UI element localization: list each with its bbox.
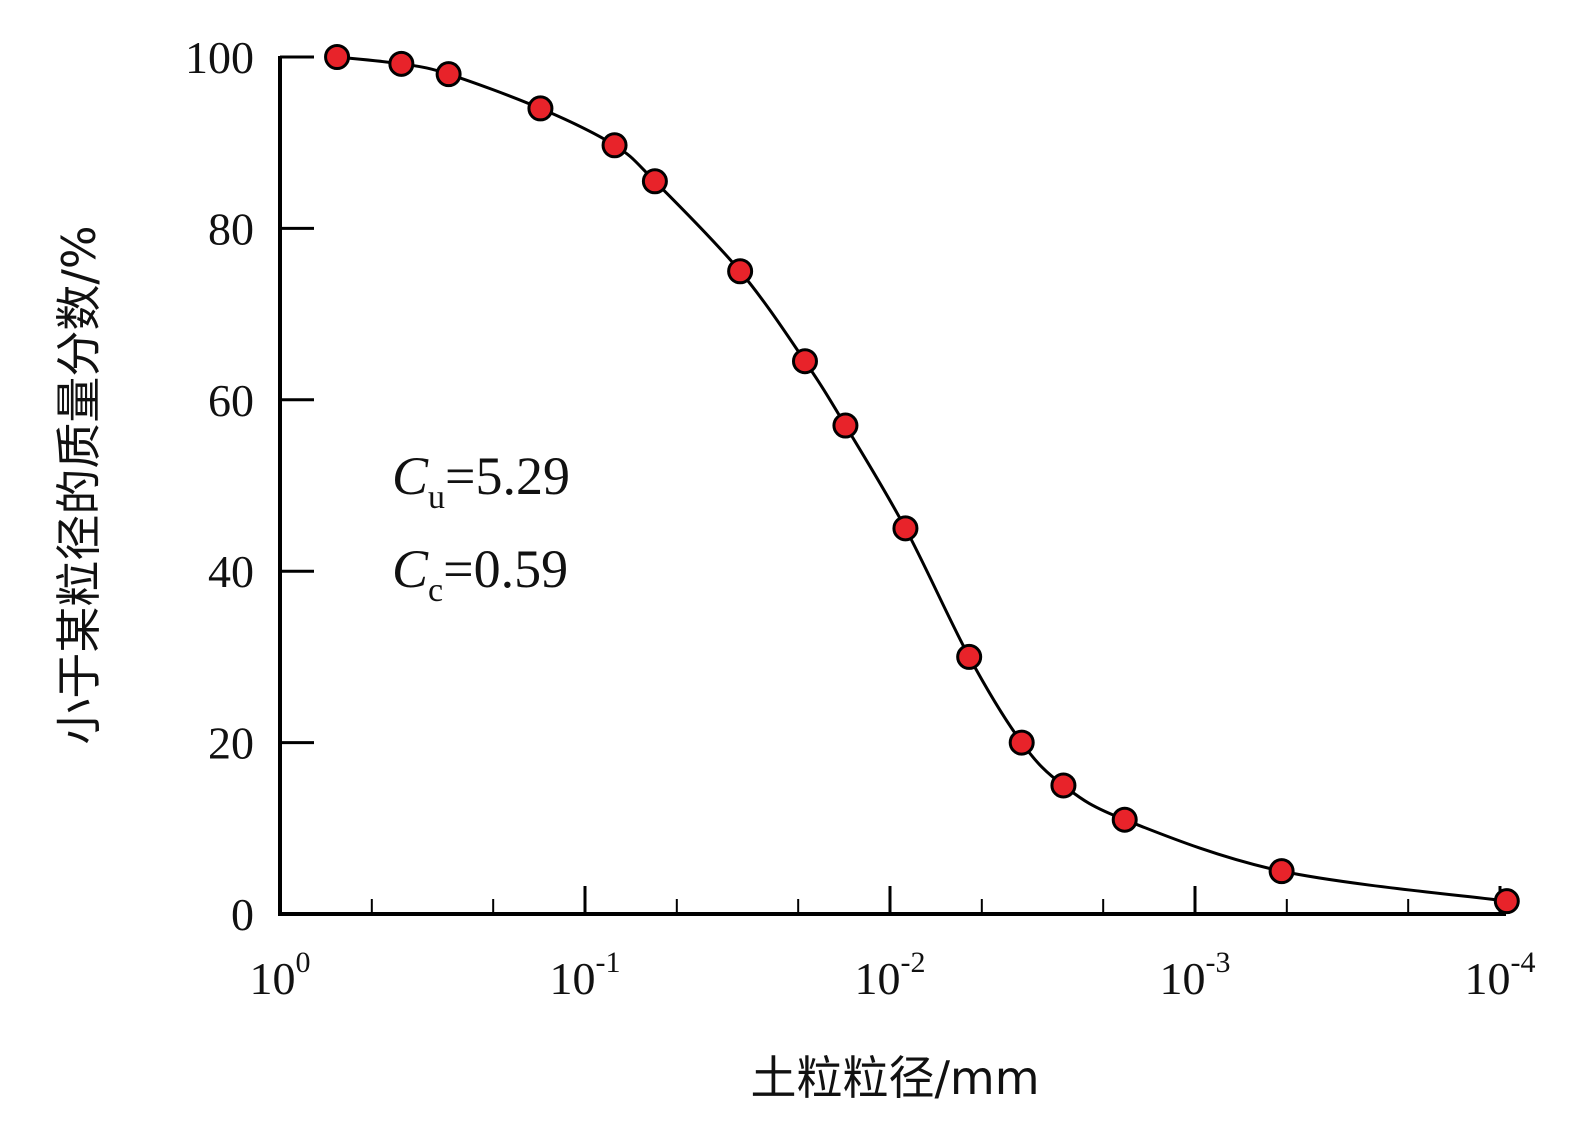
data-point bbox=[527, 95, 554, 122]
data-point bbox=[791, 348, 818, 375]
annotation-cc-subscript: c bbox=[428, 572, 443, 609]
x-tick-label: 10-1 bbox=[550, 946, 621, 1004]
annotation-cu-symbol: C bbox=[392, 446, 429, 506]
data-point bbox=[1268, 858, 1295, 885]
x-tick-label: 10-3 bbox=[1160, 946, 1231, 1004]
data-point bbox=[641, 168, 668, 195]
annotation-cu-value: =5.29 bbox=[445, 446, 570, 506]
y-tick-label: 20 bbox=[208, 718, 254, 769]
data-point bbox=[832, 412, 859, 439]
data-point bbox=[956, 643, 983, 670]
annotation-cc-symbol: C bbox=[392, 539, 429, 599]
y-axis-label: 小于某粒径的质量分数/% bbox=[52, 225, 106, 744]
annotation-cc-value: =0.59 bbox=[443, 539, 568, 599]
svg-text:Cc=0.59: Cc=0.59 bbox=[392, 539, 568, 609]
tick-labels: 0 20 40 60 80 100 100 10-1 10-2 10-3 10-4 bbox=[185, 32, 1536, 1004]
x-tick-label: 10-2 bbox=[855, 946, 926, 1004]
data-point bbox=[1008, 729, 1035, 756]
y-tick-label: 40 bbox=[208, 546, 254, 597]
data-point bbox=[388, 50, 415, 77]
x-tick-label: 10-4 bbox=[1465, 946, 1536, 1004]
data-points bbox=[324, 44, 1520, 915]
y-tick-label: 100 bbox=[185, 32, 254, 83]
data-point bbox=[892, 515, 919, 542]
data-point bbox=[727, 258, 754, 285]
svg-text:Cu=5.29: Cu=5.29 bbox=[392, 446, 570, 516]
axes bbox=[278, 56, 1506, 916]
x-axis-label: 土粒粒径/mm bbox=[750, 1051, 1039, 1105]
y-tick-label: 60 bbox=[208, 375, 254, 426]
annotation-cc: Cc=0.59 bbox=[392, 539, 568, 609]
data-point bbox=[1050, 772, 1077, 799]
data-point bbox=[1493, 888, 1520, 915]
annotation-cu-subscript: u bbox=[428, 479, 445, 516]
y-tick-label: 80 bbox=[208, 203, 254, 254]
data-point bbox=[601, 132, 628, 159]
data-point bbox=[435, 61, 462, 88]
data-point bbox=[324, 44, 351, 70]
annotation-cu: Cu=5.29 bbox=[392, 446, 570, 516]
data-point bbox=[1111, 806, 1138, 833]
y-tick-label: 0 bbox=[231, 889, 254, 940]
x-tick-label: 100 bbox=[250, 946, 311, 1004]
